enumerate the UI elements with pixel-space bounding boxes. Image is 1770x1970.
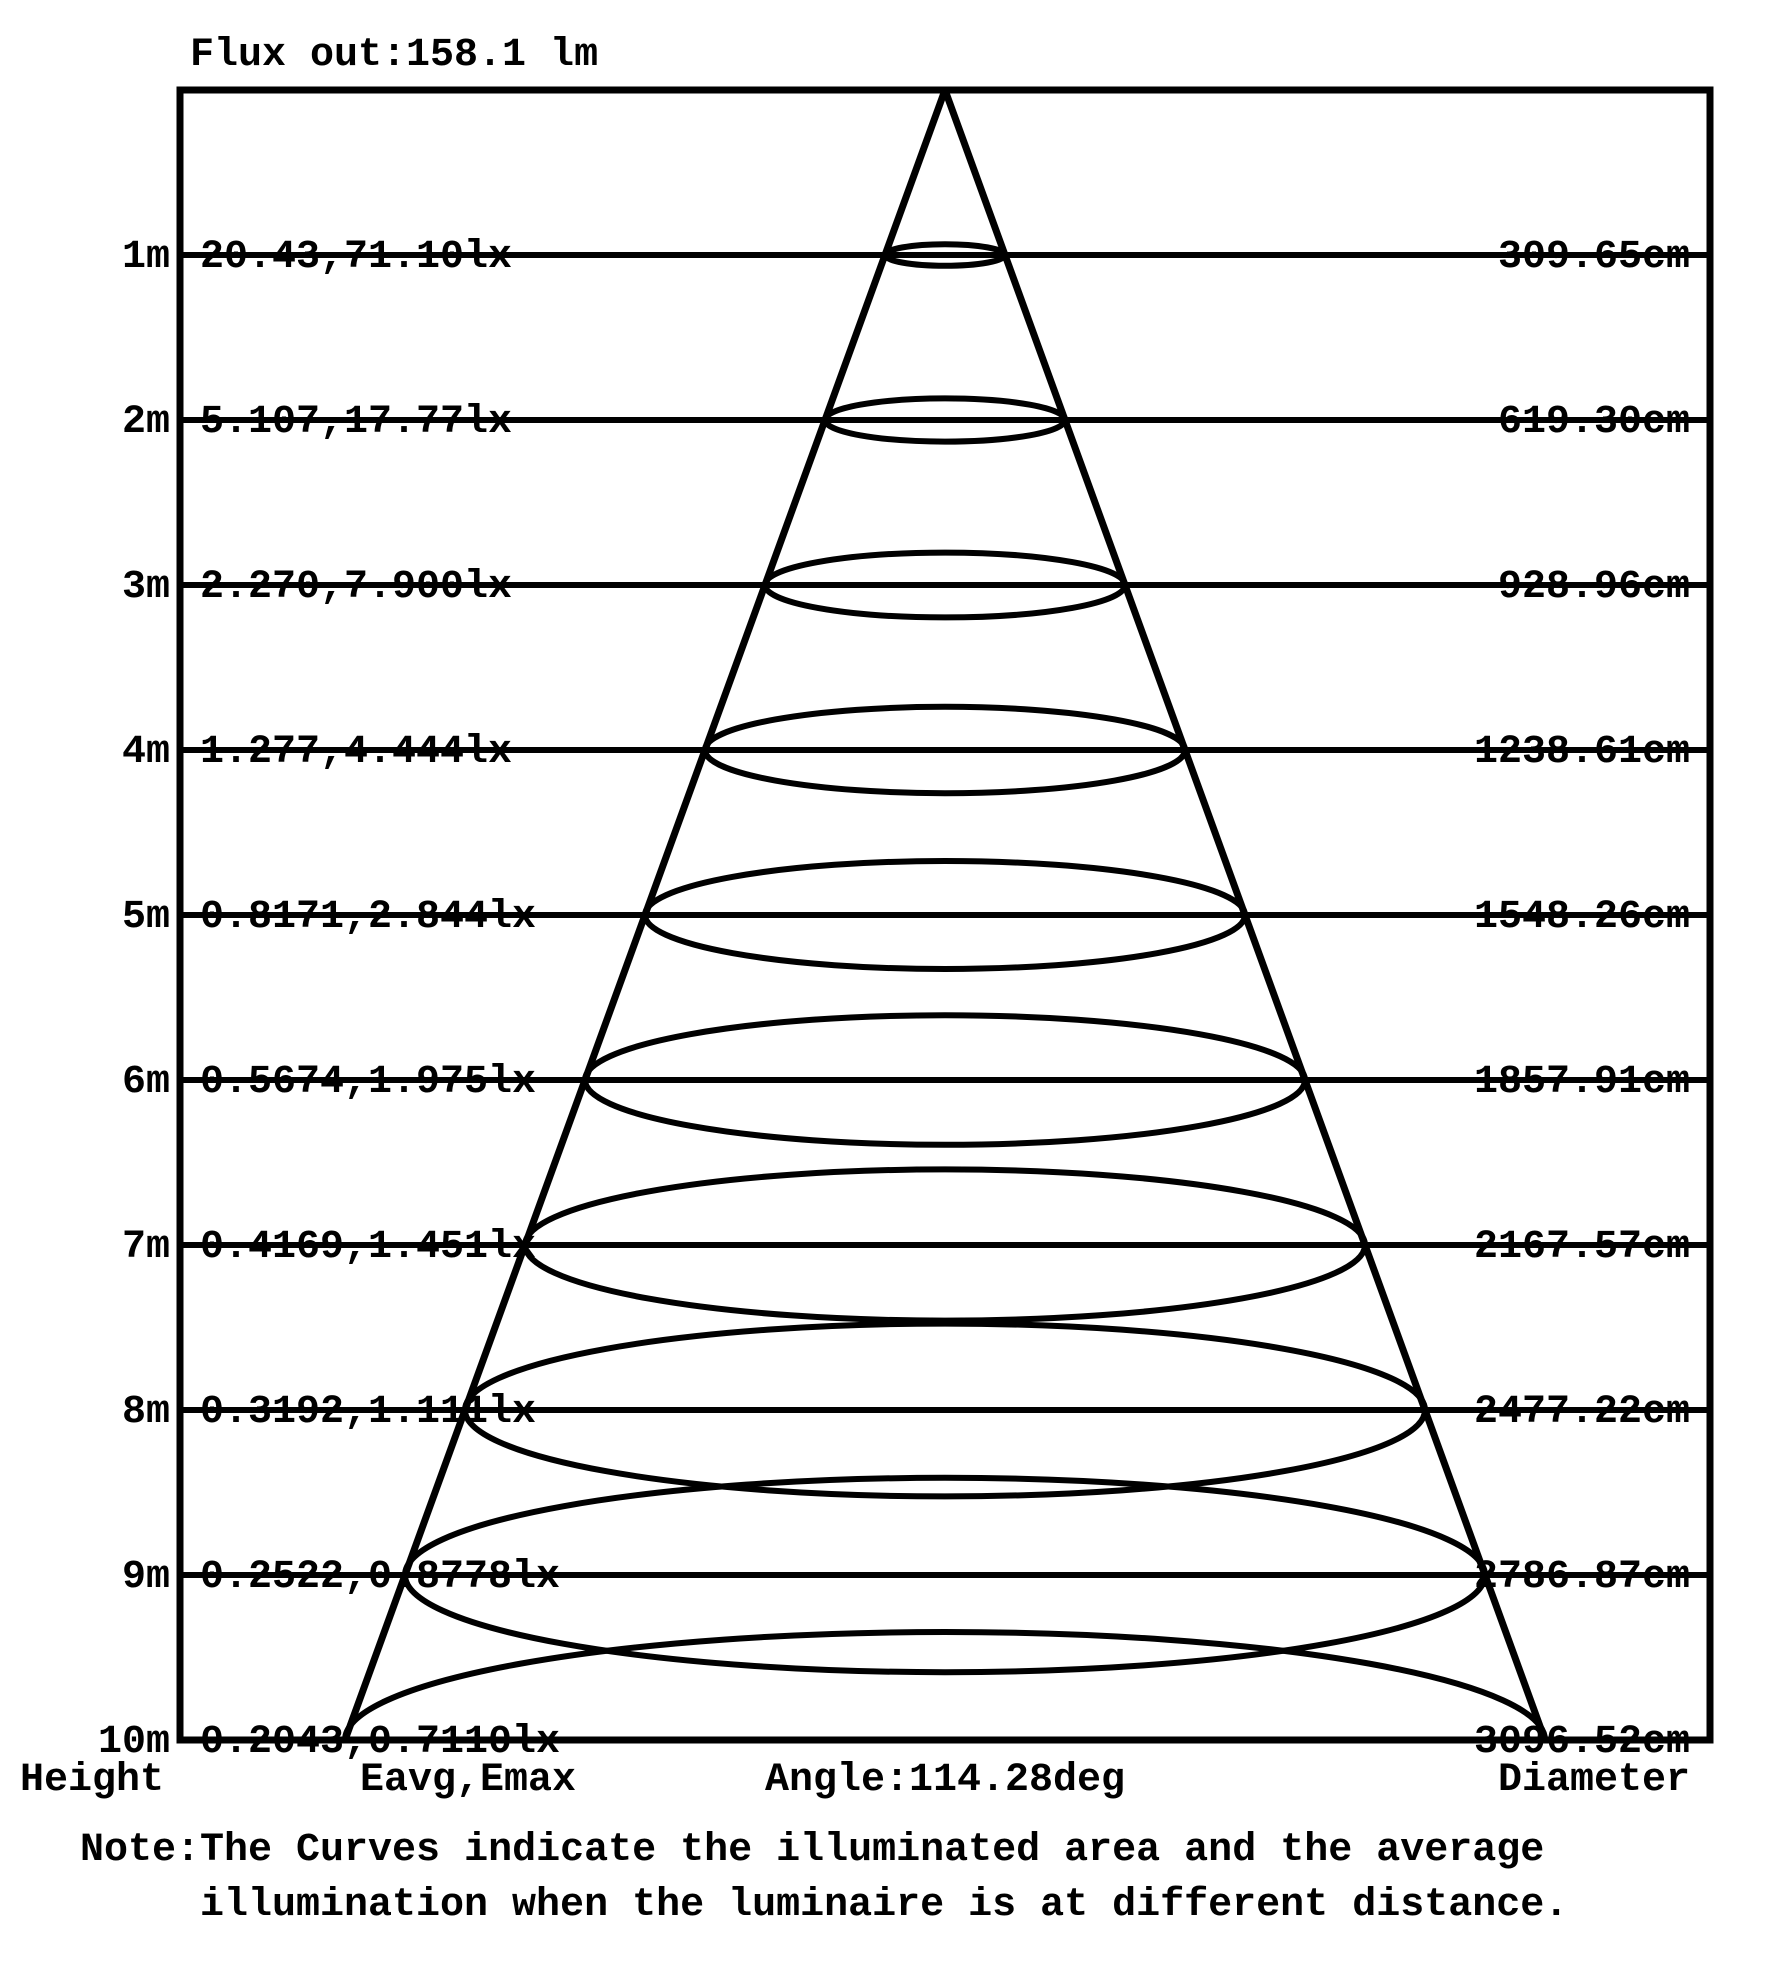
height-axis-label: Height	[20, 1758, 164, 1803]
eavg-emax-value: 1.277,4.444lx	[200, 730, 512, 775]
height-value: 8m	[122, 1390, 170, 1435]
height-value: 4m	[122, 730, 170, 775]
height-value: 3m	[122, 565, 170, 610]
note-line-1: Note:The Curves indicate the illuminated…	[80, 1828, 1544, 1873]
diameter-value: 2167.57cm	[1474, 1225, 1690, 1270]
eavg-emax-value: 0.4169,1.451lx	[200, 1225, 536, 1270]
diameter-value: 2477.22cm	[1474, 1390, 1690, 1435]
diameter-value: 2786.87cm	[1474, 1555, 1690, 1600]
eavg-emax-value: 0.2522,0.8778lx	[200, 1555, 560, 1600]
eavg-emax-value: 2.270,7.900lx	[200, 565, 512, 610]
height-value: 5m	[122, 895, 170, 940]
diameter-value: 619.30cm	[1498, 400, 1690, 445]
eavg-axis-label: Eavg,Emax	[360, 1758, 576, 1803]
flux-out-title: Flux out:158.1 lm	[190, 33, 598, 78]
height-value: 1m	[122, 235, 170, 280]
eavg-emax-value: 0.8171,2.844lx	[200, 895, 536, 940]
eavg-emax-value: 0.5674,1.975lx	[200, 1060, 536, 1105]
height-value: 6m	[122, 1060, 170, 1105]
angle-label: Angle:114.28deg	[765, 1758, 1125, 1803]
beam-spread-diagram: Flux out:158.1 lm 1m 20.43,71.10lx 309.65cm…	[0, 0, 1770, 1970]
diameter-value: 1238.61cm	[1474, 730, 1690, 775]
diameter-axis-label: Diameter	[1498, 1758, 1690, 1803]
height-value: 2m	[122, 400, 170, 445]
note-line-2: illumination when the luminaire is at di…	[200, 1883, 1568, 1928]
diameter-value: 1857.91cm	[1474, 1060, 1690, 1105]
diameter-value: 1548.26cm	[1474, 895, 1690, 940]
height-value: 7m	[122, 1225, 170, 1270]
eavg-emax-value: 5.107,17.77lx	[200, 400, 512, 445]
height-value: 9m	[122, 1555, 170, 1600]
diameter-value: 928.96cm	[1498, 565, 1690, 610]
diameter-value: 309.65cm	[1498, 235, 1690, 280]
eavg-emax-value: 20.43,71.10lx	[200, 235, 512, 280]
eavg-emax-value: 0.3192,1.111lx	[200, 1390, 536, 1435]
